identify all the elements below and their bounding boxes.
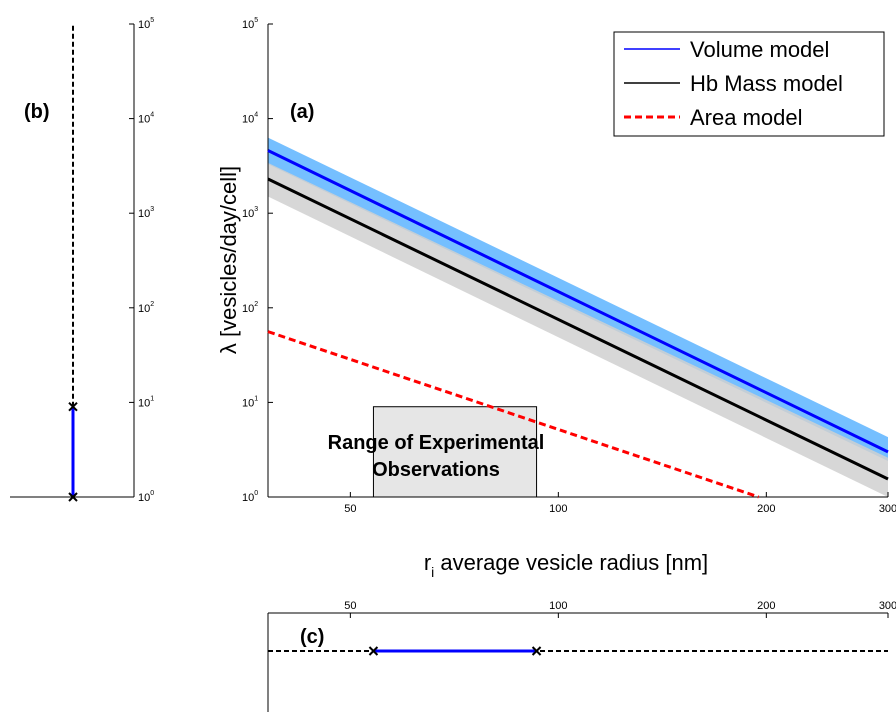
y-tick-label-0: 100 — [242, 490, 258, 504]
panel-c: 50 100 200 300 (c) — [267, 600, 896, 712]
series-line-0 — [267, 149, 889, 454]
y-tick-label-2: 102 — [242, 301, 258, 315]
panel-label-c: (c) — [300, 626, 324, 648]
legend-label-2: Area model — [690, 105, 803, 130]
b-range-endpoint-0 — [68, 492, 78, 502]
b-y-tick-label-5: 105 — [138, 17, 154, 31]
c-x-tick-label-3: 300 — [879, 600, 896, 612]
c-x-tick-label-2: 200 — [757, 600, 775, 612]
b-y-tick-label-3: 103 — [138, 206, 154, 220]
legend: Volume model Hb Mass model Area model — [613, 31, 885, 137]
c-range-endpoint-0 — [368, 646, 379, 656]
experimental-range-box — [372, 406, 538, 498]
series-line-2 — [267, 330, 760, 499]
legend-label-1: Hb Mass model — [690, 71, 843, 96]
x-tick-label-3: 300 — [879, 503, 896, 515]
range-label-line1: Range of Experimental — [328, 432, 545, 454]
x-tick-label-2: 200 — [757, 503, 775, 515]
confidence-band-0 — [268, 137, 888, 462]
x-axis-title: ri average vesicle radius [nm] — [424, 550, 708, 580]
y-tick-label-1: 101 — [242, 395, 258, 409]
b-range-endpoint-1 — [68, 402, 78, 412]
c-x-tick-label-1: 100 — [549, 600, 567, 612]
y-axis-title: λ [vesicles/day/cell] — [216, 166, 241, 354]
b-y-tick-label-2: 102 — [138, 301, 154, 315]
legend-label-0: Volume model — [690, 37, 829, 62]
y-tick-label-3: 103 — [242, 206, 258, 220]
c-range-endpoint-1 — [531, 646, 542, 656]
range-label-line2: Observations — [372, 459, 500, 481]
series-line-1 — [267, 177, 889, 481]
b-y-tick-label-1: 101 — [138, 395, 154, 409]
y-tick-label-4: 104 — [242, 112, 258, 126]
b-y-tick-label-0: 100 — [138, 490, 154, 504]
x-tick-label-1: 100 — [549, 503, 567, 515]
x-tick-label-0: 50 — [344, 503, 356, 515]
panel-a: 100 101 102 103 104 105 50 100 200 300 Range of Ex… — [216, 17, 896, 580]
panel-label-b: (b) — [24, 101, 50, 123]
panel-b: 100 101 102 103 104 105 (b) — [10, 17, 154, 504]
y-tick-label-5: 105 — [242, 17, 258, 31]
c-x-tick-label-0: 50 — [344, 600, 356, 612]
b-y-tick-label-4: 104 — [138, 112, 154, 126]
panel-label-a: (a) — [290, 101, 314, 123]
